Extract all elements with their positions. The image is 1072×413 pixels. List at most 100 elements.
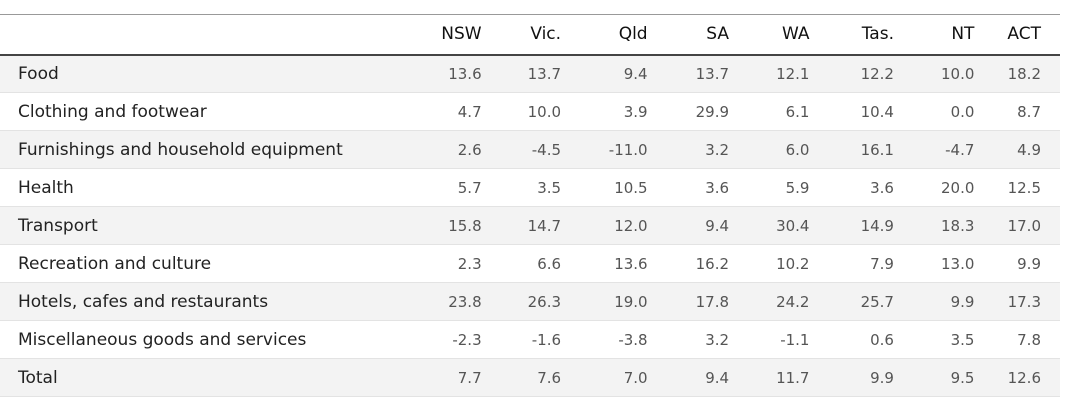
cell-tas: 12.2 — [860, 64, 894, 83]
header-cell-label — [0, 15, 377, 55]
row-label: Clothing and footwear — [18, 101, 207, 122]
cell-sa: 17.8 — [695, 292, 730, 311]
header-cell-vic: Vic. — [530, 24, 562, 45]
table-body: Food 13.6 13.7 9.4 13.7 12.1 12.2 10.0 18.2 Cloth… — [0, 54, 1060, 397]
header-cell-qld: Qld — [618, 24, 648, 45]
row-label: Transport — [18, 215, 98, 236]
cell-qld: 12.0 — [614, 216, 648, 235]
cell-wa: 12.1 — [776, 64, 810, 83]
cell-sa: 3.2 — [705, 140, 730, 159]
cell-vic: -4.5 — [531, 140, 562, 159]
cell-wa: 30.4 — [776, 216, 810, 235]
cell-tas: 14.9 — [860, 216, 894, 235]
cell-nsw: 7.7 — [457, 368, 482, 387]
table-row: Hotels, cafes and restaurants 23.8 26.3 19.… — [0, 282, 1060, 321]
cell-act: 4.9 — [1017, 140, 1041, 159]
cell-nt: 9.9 — [950, 292, 975, 311]
cell-qld: 19.0 — [614, 292, 648, 311]
row-label: Recreation and culture — [18, 253, 212, 274]
cell-tas: 7.9 — [870, 254, 894, 273]
table-row: Health 5.7 3.5 10.5 3.6 5.9 3.6 20.0 12.5 — [0, 169, 1060, 207]
cell-act: 7.8 — [1017, 330, 1041, 349]
cell-act: 17.3 — [1007, 292, 1041, 311]
cell-vic: -1.6 — [531, 330, 562, 349]
cell-tas: 25.7 — [860, 292, 894, 311]
cell-nt: 0.0 — [950, 102, 975, 121]
cell-qld: 7.0 — [623, 368, 648, 387]
cell-qld: 13.6 — [614, 254, 648, 273]
cell-sa: 9.4 — [705, 216, 730, 235]
cell-act: 9.9 — [1017, 254, 1041, 273]
cell-act: 17.0 — [1007, 216, 1041, 235]
cell-wa: 10.2 — [776, 254, 810, 273]
cell-vic: 10.0 — [527, 102, 562, 121]
cell-nsw: 2.6 — [457, 140, 482, 159]
cell-vic: 7.6 — [537, 368, 562, 387]
cell-nsw: 4.7 — [457, 102, 482, 121]
cell-wa: 11.7 — [776, 368, 810, 387]
data-table: NSW Vic. Qld SA WA Tas. NT ACT Food 13.6 1… — [0, 14, 1060, 397]
cell-vic: 3.5 — [537, 178, 562, 197]
cell-nt: 18.3 — [941, 216, 975, 235]
row-label: Hotels, cafes and restaurants — [18, 291, 269, 312]
cell-nsw: 5.7 — [457, 178, 482, 197]
cell-wa: 6.1 — [785, 102, 810, 121]
cell-wa: 5.9 — [785, 178, 810, 197]
cell-sa: 13.7 — [695, 64, 730, 83]
table-row: Miscellaneous goods and services -2.3 -1.6… — [0, 321, 1060, 359]
cell-nt: 10.0 — [941, 64, 975, 83]
cell-nt: 20.0 — [941, 178, 975, 197]
cell-nsw: 23.8 — [448, 292, 482, 311]
cell-tas: 3.6 — [870, 178, 894, 197]
cell-qld: -3.8 — [618, 330, 648, 349]
cell-nsw: 15.8 — [448, 216, 482, 235]
row-label: Total — [18, 367, 58, 388]
cell-act: 18.2 — [1007, 64, 1041, 83]
cell-wa: 6.0 — [785, 140, 810, 159]
header-cell-nt: NT — [951, 24, 975, 45]
row-label: Miscellaneous goods and services — [18, 329, 307, 350]
cell-nt: 13.0 — [941, 254, 975, 273]
data-table-container: NSW Vic. Qld SA WA Tas. NT ACT Food 13.6 1… — [0, 14, 1060, 397]
table-row: Food 13.6 13.7 9.4 13.7 12.1 12.2 10.0 18.2 — [0, 54, 1060, 93]
cell-tas: 0.6 — [870, 330, 894, 349]
header-cell-act: ACT — [1007, 24, 1041, 45]
cell-wa: -1.1 — [780, 330, 810, 349]
cell-sa: 16.2 — [695, 254, 730, 273]
header-cell-sa: SA — [706, 24, 730, 45]
header-cell-nsw: NSW — [441, 24, 482, 45]
cell-nt: -4.7 — [945, 140, 975, 159]
row-label: Furnishings and household equipment — [18, 139, 343, 160]
cell-sa: 3.2 — [705, 330, 730, 349]
cell-wa: 24.2 — [776, 292, 810, 311]
cell-qld: -11.0 — [608, 140, 648, 159]
cell-tas: 9.9 — [870, 368, 894, 387]
table-row: Recreation and culture 2.3 6.6 13.6 16.2 10.2… — [0, 245, 1060, 283]
cell-nsw: -2.3 — [452, 330, 482, 349]
cell-nsw: 2.3 — [457, 254, 482, 273]
cell-qld: 3.9 — [623, 102, 648, 121]
cell-tas: 16.1 — [860, 140, 894, 159]
cell-nt: 3.5 — [950, 330, 975, 349]
cell-nt: 9.5 — [950, 368, 975, 387]
cell-sa: 29.9 — [695, 102, 730, 121]
cell-nsw: 13.6 — [448, 64, 482, 83]
cell-qld: 10.5 — [614, 178, 648, 197]
cell-vic: 14.7 — [527, 216, 562, 235]
header-row: NSW Vic. Qld SA WA Tas. NT ACT — [0, 14, 1060, 55]
row-label: Health — [18, 177, 74, 198]
cell-vic: 6.6 — [537, 254, 562, 273]
cell-vic: 26.3 — [527, 292, 562, 311]
cell-sa: 9.4 — [705, 368, 730, 387]
cell-vic: 13.7 — [527, 64, 562, 83]
cell-tas: 10.4 — [860, 102, 894, 121]
cell-act: 8.7 — [1017, 102, 1041, 121]
table-row: Total 7.7 7.6 7.0 9.4 11.7 9.9 9.5 12.6 — [0, 358, 1060, 397]
cell-qld: 9.4 — [623, 64, 648, 83]
cell-act: 12.6 — [1007, 368, 1041, 387]
table-row: Transport 15.8 14.7 12.0 9.4 30.4 14.9 18.3 17.0 — [0, 206, 1060, 245]
cell-sa: 3.6 — [705, 178, 730, 197]
header-cell-wa: WA — [781, 24, 810, 45]
table-row: Clothing and footwear 4.7 10.0 3.9 29.9 6.1 10… — [0, 93, 1060, 131]
header-cell-tas: Tas. — [861, 24, 894, 45]
